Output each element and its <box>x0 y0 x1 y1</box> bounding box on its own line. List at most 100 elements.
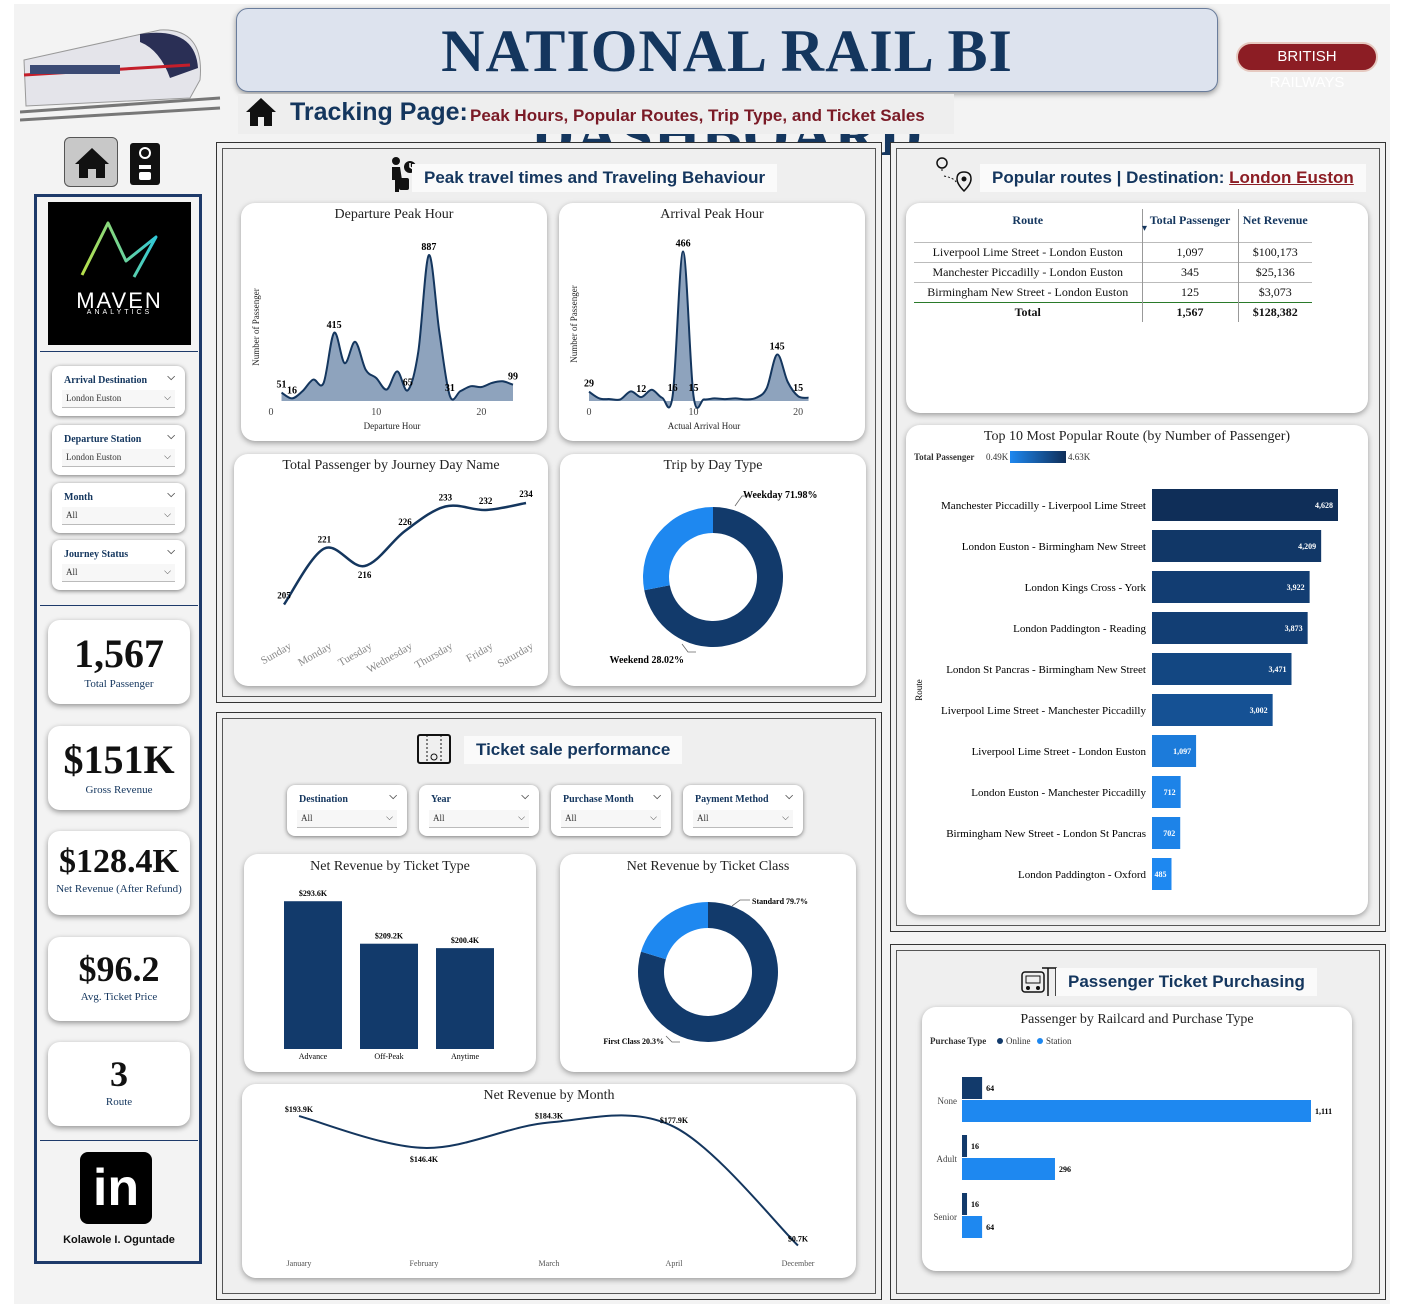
slicer-purchase-month[interactable]: Purchase Month ⌵ All ⌵ <box>551 785 671 836</box>
chevron-down-icon[interactable]: ⌵ <box>653 791 661 802</box>
bar-online[interactable] <box>962 1193 968 1215</box>
bar[interactable] <box>1152 817 1181 849</box>
slicer-dropdown[interactable]: All ⌵ <box>561 810 661 828</box>
sort-desc-icon[interactable]: ▾ <box>1142 223 1148 234</box>
data-label: 3,002 <box>1250 706 1268 715</box>
month-line-chart: $193.9K January $146.4K February $184.3K Marc… <box>285 1105 815 1268</box>
data-label: 145 <box>770 341 785 352</box>
bar[interactable] <box>1152 858 1172 890</box>
table-cell: $25,136 <box>1237 262 1312 283</box>
tracking-subtitle: Peak Hours, Popular Routes, Trip Type, a… <box>470 106 925 125</box>
y-axis-label: Number of Passenger <box>569 285 579 362</box>
table-header[interactable]: Route <box>1012 213 1044 227</box>
legend-item[interactable]: Station <box>1046 1036 1072 1046</box>
slicer-dropdown[interactable]: All ⌵ <box>693 810 793 828</box>
kpi-value: 3 <box>110 1054 128 1094</box>
slicer-journey-status[interactable]: Journey Status ⌵ All ⌵ <box>52 540 185 590</box>
bar-online[interactable] <box>962 1135 968 1157</box>
kpi-card-net-revenue-after-refund: $128.4K Net Revenue (After Refund) <box>48 831 190 915</box>
bar-station[interactable] <box>962 1100 1311 1122</box>
category-label: Senior <box>934 1212 958 1222</box>
pie-slice-first-class[interactable] <box>641 902 708 960</box>
chevron-down-icon[interactable]: ⌵ <box>521 791 529 802</box>
data-label: 3,922 <box>1287 583 1305 592</box>
area-fill <box>281 255 513 401</box>
chevron-down-icon[interactable]: ⌵ <box>167 546 175 557</box>
tracking-nav-button[interactable] <box>126 137 164 187</box>
category-label: None <box>938 1096 958 1106</box>
kpi-value: 1,567 <box>74 631 164 676</box>
pie-slice-weekend[interactable] <box>643 507 713 591</box>
data-label: $177.9K <box>660 1116 689 1125</box>
slicer-dropdown[interactable]: All ⌵ <box>297 810 397 828</box>
slicer-dropdown[interactable]: London Euston ⌵ <box>62 390 175 408</box>
slicer-dropdown[interactable]: All ⌵ <box>62 564 175 582</box>
x-axis-label: Departure Hour <box>364 421 421 431</box>
bar[interactable] <box>1152 776 1181 808</box>
railcard-chart-card: Passenger by Railcard and Purchase Type … <box>922 1007 1352 1271</box>
data-label: 221 <box>318 535 332 545</box>
table-cell: Manchester Piccadilly - London Euston <box>914 262 1142 283</box>
table-header[interactable]: Total Passenger <box>1141 209 1238 243</box>
slicer-year[interactable]: Year ⌵ All ⌵ <box>419 785 539 836</box>
bar[interactable] <box>1152 653 1292 685</box>
bar[interactable] <box>436 948 494 1049</box>
data-label: 1,111 <box>1315 1107 1332 1116</box>
bar-station[interactable] <box>962 1216 983 1238</box>
bar[interactable] <box>1152 612 1308 644</box>
bar[interactable] <box>1152 735 1197 767</box>
tracking-label: Tracking Page: <box>290 98 468 126</box>
table-row[interactable]: Liverpool Lime Street - London Euston 1,0… <box>914 242 1312 263</box>
departure-chart-title: Departure Peak Hour <box>334 207 454 222</box>
bar[interactable] <box>1152 694 1273 726</box>
chevron-down-icon[interactable]: ⌵ <box>389 791 397 802</box>
kpi-label: Gross Revenue <box>85 784 153 796</box>
legend-min: 0.49K <box>986 452 1009 462</box>
bar-online[interactable] <box>962 1077 983 1099</box>
chevron-down-icon[interactable]: ⌵ <box>167 431 175 442</box>
data-label: $293.6K <box>299 889 328 898</box>
area-line <box>588 250 809 409</box>
slicer-destination[interactable]: Destination ⌵ All ⌵ <box>287 785 407 836</box>
x-tick-label: Sunday <box>259 640 294 667</box>
linkedin-icon[interactable]: in <box>80 1152 152 1224</box>
arrival-chart-title: Arrival Peak Hour <box>660 207 764 222</box>
slicer-payment-method[interactable]: Payment Method ⌵ All ⌵ <box>683 785 803 836</box>
slicer-value: All <box>66 510 78 520</box>
slicer-month[interactable]: Month ⌵ All ⌵ <box>52 483 185 533</box>
bar[interactable] <box>1152 489 1338 521</box>
slicer-label: Destination <box>299 794 348 805</box>
home-nav-button[interactable] <box>64 137 118 187</box>
legend-item[interactable]: Online <box>1006 1036 1031 1046</box>
bar[interactable] <box>1152 571 1310 603</box>
dayname-chart-card: Total Passenger by Journey Day Name 205 S… <box>234 454 548 686</box>
y-axis-label: Number of Passenger <box>251 288 261 365</box>
slicer-dropdown[interactable]: All ⌵ <box>62 507 175 525</box>
slicer-dropdown[interactable]: London Euston ⌵ <box>62 449 175 467</box>
british-railways-badge: BRITISH RAILWAYS <box>1236 42 1378 91</box>
id-badge-icon <box>130 143 160 185</box>
slicer-departure-station[interactable]: Departure Station ⌵ London Euston ⌵ <box>52 425 185 475</box>
series-line <box>282 501 527 606</box>
data-label: $184.3K <box>535 1112 564 1121</box>
table-header[interactable]: Net Revenue <box>1237 209 1312 243</box>
bar[interactable] <box>360 943 418 1049</box>
route-pin-icon <box>936 157 972 193</box>
bar-station[interactable] <box>962 1158 1055 1180</box>
slicer-arrival-destination[interactable]: Arrival Destination ⌵ London Euston ⌵ <box>52 366 185 416</box>
category-label: Liverpool Lime Street - London Euston <box>972 746 1147 758</box>
chevron-down-icon[interactable]: ⌵ <box>167 372 175 383</box>
chevron-down-icon: ⌵ <box>386 812 393 822</box>
table-total-row: Total 1,567 $128,382 <box>914 302 1312 322</box>
bar[interactable] <box>1152 530 1322 562</box>
table-row[interactable]: Manchester Piccadilly - London Euston 345… <box>914 262 1312 283</box>
pie-slice-weekday[interactable] <box>644 507 783 647</box>
chevron-down-icon[interactable]: ⌵ <box>785 791 793 802</box>
bar[interactable] <box>284 901 342 1049</box>
slicer-dropdown[interactable]: All ⌵ <box>429 810 529 828</box>
area-line <box>280 254 514 401</box>
top10-bar-chart: Total Passenger 0.49K 4.63K Route 4,628 Manch… <box>914 451 1338 890</box>
pie-slice-standard[interactable] <box>638 902 778 1042</box>
chevron-down-icon[interactable]: ⌵ <box>167 489 175 500</box>
table-row[interactable]: Birmingham New Street - London Euston 125… <box>914 282 1312 303</box>
